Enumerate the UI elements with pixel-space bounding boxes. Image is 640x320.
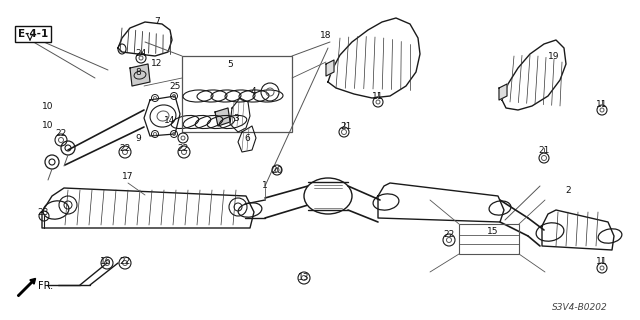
- Polygon shape: [238, 126, 256, 152]
- Polygon shape: [144, 96, 180, 136]
- Text: 21: 21: [340, 122, 352, 131]
- Text: 11: 11: [596, 100, 608, 108]
- Polygon shape: [326, 60, 334, 76]
- Ellipse shape: [304, 178, 352, 214]
- Text: 12: 12: [151, 59, 163, 68]
- Bar: [459, 224, 519, 254]
- Text: 6: 6: [244, 133, 250, 142]
- Text: 2: 2: [565, 186, 571, 195]
- Text: 22: 22: [120, 258, 131, 267]
- Polygon shape: [118, 22, 172, 56]
- Text: 22: 22: [177, 143, 189, 153]
- Polygon shape: [502, 40, 566, 110]
- Text: 25: 25: [170, 82, 180, 91]
- Text: E-4-1: E-4-1: [18, 29, 48, 39]
- Bar: [182, 56, 292, 132]
- Polygon shape: [215, 108, 230, 126]
- Text: 9: 9: [135, 133, 141, 142]
- Polygon shape: [542, 210, 614, 250]
- Polygon shape: [328, 18, 420, 98]
- Polygon shape: [130, 64, 150, 86]
- Text: 23: 23: [37, 207, 49, 217]
- Text: 22: 22: [444, 229, 454, 238]
- Text: 21: 21: [538, 146, 550, 155]
- Text: 8: 8: [135, 68, 141, 76]
- Text: 13: 13: [298, 274, 310, 283]
- Text: 10: 10: [42, 101, 54, 110]
- Text: 17: 17: [122, 172, 134, 180]
- Text: 20: 20: [271, 165, 283, 174]
- Text: 3: 3: [233, 114, 239, 123]
- Text: 22: 22: [56, 129, 67, 138]
- Text: 11: 11: [596, 258, 608, 267]
- Polygon shape: [42, 188, 254, 228]
- Text: 1: 1: [262, 180, 268, 189]
- Text: 7: 7: [154, 17, 160, 26]
- Text: FR.: FR.: [38, 281, 53, 291]
- Text: 10: 10: [42, 121, 54, 130]
- Text: 19: 19: [548, 52, 560, 60]
- Text: 15: 15: [487, 227, 499, 236]
- Polygon shape: [230, 98, 250, 132]
- Text: 5: 5: [227, 60, 233, 68]
- FancyArrow shape: [17, 278, 36, 297]
- Text: 4: 4: [250, 86, 256, 95]
- Text: S3V4-B0202: S3V4-B0202: [552, 303, 608, 313]
- Text: 18: 18: [320, 30, 332, 39]
- Text: 16: 16: [100, 258, 112, 267]
- Text: 14: 14: [164, 116, 176, 124]
- Polygon shape: [378, 183, 504, 222]
- Text: 11: 11: [372, 92, 384, 100]
- Text: 22: 22: [120, 143, 131, 153]
- Polygon shape: [499, 84, 507, 100]
- Text: 24: 24: [136, 49, 147, 58]
